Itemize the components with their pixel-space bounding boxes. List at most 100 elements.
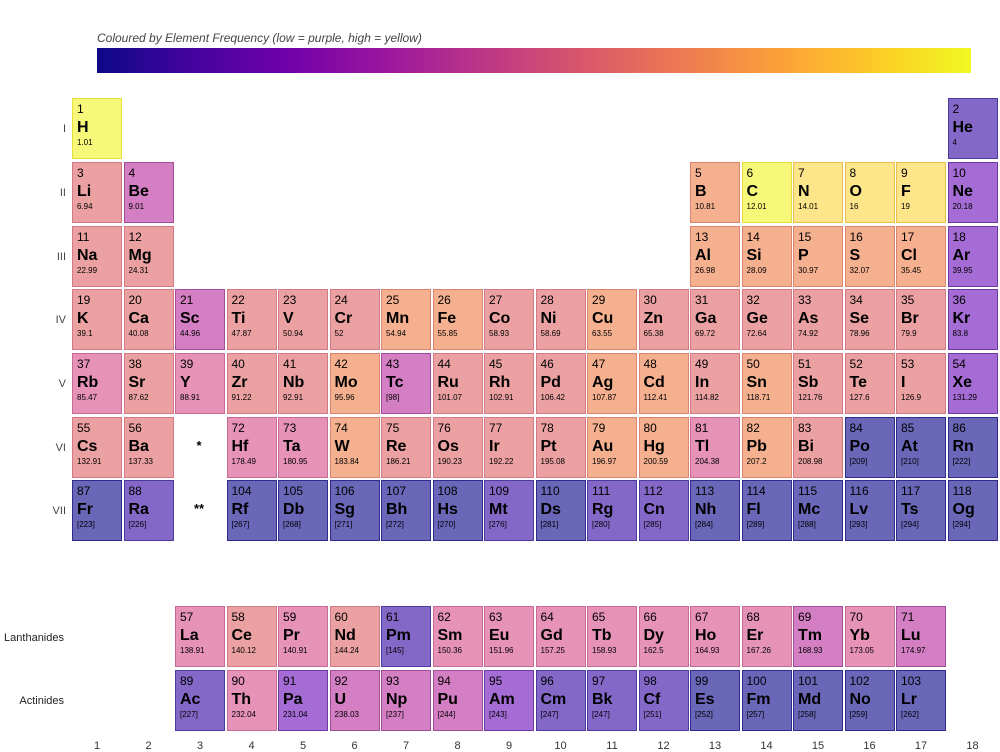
atomic-number: 4 <box>128 166 136 180</box>
element-symbol: S <box>849 247 861 264</box>
atomic-number: 94 <box>437 674 451 688</box>
element-symbol: Cf <box>643 691 661 708</box>
atomic-number: 12 <box>128 230 142 244</box>
element-symbol: Sm <box>437 627 463 644</box>
atomic-mass: 39.1 <box>77 329 93 338</box>
atomic-number: 16 <box>849 230 863 244</box>
element-symbol: Se <box>849 310 870 327</box>
atomic-mass: 58.93 <box>489 329 510 338</box>
element-cell-co: 27 Co 58.93 <box>484 289 534 350</box>
element-symbol: Mc <box>798 501 821 518</box>
element-cell-nb: 41 Nb 92.91 <box>278 353 328 414</box>
element-cell-ir: 77 Ir 192.22 <box>484 417 534 478</box>
element-cell-w: 74 W 183.84 <box>329 417 380 478</box>
atomic-number: 10 <box>952 166 966 180</box>
atomic-number: 31 <box>695 293 709 307</box>
atomic-mass: 24.31 <box>128 266 149 275</box>
element-cell-hg: 80 Hg 200.59 <box>638 417 689 478</box>
atomic-mass: 1.01 <box>77 138 93 147</box>
atomic-number: 75 <box>386 421 400 435</box>
group-number-tick: 6 <box>351 740 358 752</box>
element-cell-ca: 20 Ca 40.08 <box>123 289 174 350</box>
atomic-number: 76 <box>437 421 451 435</box>
group-number-tick: 16 <box>863 740 876 752</box>
element-symbol: Nd <box>334 627 356 644</box>
element-cell-au: 79 Au 196.97 <box>587 417 637 478</box>
atomic-mass: 107.87 <box>592 393 617 402</box>
element-cell-mn: 25 Mn 54.94 <box>381 289 431 350</box>
element-cell-mo: 42 Mo 95.96 <box>329 353 380 414</box>
atomic-number: 65 <box>592 610 606 624</box>
atomic-mass: 79.9 <box>901 329 917 338</box>
element-symbol: Fl <box>746 501 761 518</box>
atomic-mass: 95.96 <box>334 393 355 402</box>
atomic-mass: [209] <box>849 457 868 466</box>
atomic-number: 24 <box>334 293 348 307</box>
group-number-tick: 10 <box>554 740 567 752</box>
atomic-mass: 58.69 <box>540 329 561 338</box>
element-cell-fr: 87 Fr [223] <box>72 480 122 541</box>
element-symbol: Tm <box>798 627 822 644</box>
actinides-label: Actinides <box>19 695 64 707</box>
element-symbol: U <box>334 691 347 708</box>
atomic-number: 118 <box>952 484 972 498</box>
atomic-number: 6 <box>746 166 754 180</box>
atomic-mass: 6.94 <box>77 202 93 211</box>
element-cell-as: 33 As 74.92 <box>793 289 843 350</box>
element-symbol: Rg <box>592 501 614 518</box>
colorbar <box>97 48 971 73</box>
atomic-number: 114 <box>746 484 766 498</box>
atomic-mass: 112.41 <box>643 393 668 402</box>
atomic-mass: 28.09 <box>746 266 767 275</box>
element-symbol: Au <box>592 438 614 455</box>
element-symbol: Sb <box>798 374 819 391</box>
element-cell-nd: 60 Nd 144.24 <box>329 606 380 667</box>
atomic-number: 43 <box>386 357 400 371</box>
element-cell-cr: 24 Cr 52 <box>329 289 380 350</box>
atomic-mass: 232.04 <box>231 710 256 719</box>
atomic-number: 49 <box>695 357 709 371</box>
atomic-number: 11 <box>77 230 90 244</box>
element-symbol: P <box>798 247 809 264</box>
element-symbol: Er <box>746 627 764 644</box>
element-symbol: Rf <box>231 501 249 518</box>
element-cell-ar: 18 Ar 39.95 <box>947 226 998 287</box>
atomic-number: 59 <box>283 610 297 624</box>
element-symbol: Ta <box>283 438 301 455</box>
element-symbol: Hg <box>643 438 665 455</box>
atomic-mass: 35.45 <box>901 266 922 275</box>
element-cell-ne: 10 Ne 20.18 <box>947 162 998 223</box>
atomic-number: 85 <box>901 421 915 435</box>
atomic-number: 19 <box>77 293 91 307</box>
atomic-mass: 92.91 <box>283 393 304 402</box>
atomic-number: 108 <box>437 484 458 498</box>
atomic-number: 88 <box>128 484 142 498</box>
atomic-mass: 231.04 <box>283 710 308 719</box>
element-symbol: Dy <box>643 627 664 644</box>
atomic-number: 77 <box>489 421 503 435</box>
atomic-mass: 19 <box>901 202 910 211</box>
atomic-mass: 207.2 <box>746 457 767 466</box>
atomic-mass: 121.76 <box>798 393 823 402</box>
atomic-number: 1 <box>77 102 84 116</box>
atomic-mass: 69.72 <box>695 329 716 338</box>
atomic-mass: [289] <box>746 520 765 529</box>
atomic-mass: [210] <box>901 457 919 466</box>
atomic-number: 112 <box>643 484 663 498</box>
element-cell-se: 34 Se 78.96 <box>844 289 895 350</box>
atomic-mass: 132.91 <box>77 457 102 466</box>
group-number-tick: 15 <box>811 740 825 752</box>
element-cell-ge: 32 Ge 72.64 <box>741 289 792 350</box>
element-cell-no: 102 No [259] <box>844 670 895 731</box>
atomic-mass: 208.98 <box>798 457 823 466</box>
element-cell-tb: 65 Tb 158.93 <box>587 606 637 667</box>
element-symbol: Ho <box>695 627 717 644</box>
atomic-number: 71 <box>901 610 915 624</box>
atomic-number: 39 <box>180 357 194 371</box>
element-cell-at: 85 At [210] <box>896 417 946 478</box>
element-symbol: Sn <box>746 374 767 391</box>
atomic-mass: [257] <box>746 710 765 719</box>
group-number-tick: 14 <box>760 740 773 752</box>
atomic-mass: [247] <box>592 710 610 719</box>
element-symbol: Cn <box>643 501 665 518</box>
